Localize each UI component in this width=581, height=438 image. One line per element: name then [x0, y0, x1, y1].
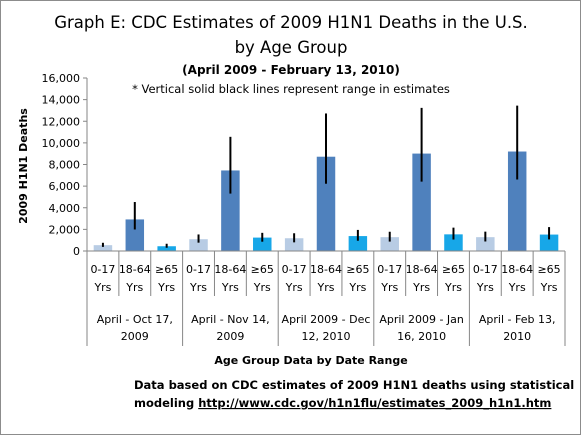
bar [157, 246, 176, 251]
age-group-label: 0-17 [90, 263, 115, 276]
y-tick-label: 4,000 [49, 202, 81, 215]
y-tick-label: 14,000 [42, 94, 81, 107]
age-group-label: Yrs [412, 281, 430, 294]
y-tick-label: 12,000 [42, 115, 81, 128]
age-group-label: Yrs [93, 281, 111, 294]
age-group-label: Yrs [189, 281, 207, 294]
bar [125, 219, 145, 251]
y-axis-title: 2009 H1N1 Deaths [17, 108, 30, 224]
age-group-label: Yrs [157, 281, 175, 294]
age-group-label: 0-17 [186, 263, 211, 276]
age-group-label: Yrs [221, 281, 239, 294]
bar [189, 239, 208, 251]
age-group-label: Yrs [317, 281, 335, 294]
date-range-label: 12, 2010 [302, 330, 351, 343]
bar [539, 234, 559, 251]
bar [93, 245, 113, 251]
age-group-label: Yrs [476, 281, 494, 294]
date-range-label: April - Feb 13, [479, 313, 556, 326]
age-group-label: 18-64 [119, 263, 151, 276]
bar [444, 234, 463, 251]
y-tick-label: 16,000 [42, 72, 81, 85]
age-group-label: Yrs [508, 281, 526, 294]
age-group-label: Yrs [444, 281, 462, 294]
date-range-label: 2009 [216, 330, 244, 343]
date-range-label: 2009 [121, 330, 149, 343]
age-group-label: ≥65 [346, 263, 369, 276]
age-group-label: Yrs [253, 281, 271, 294]
source-note-line2: modeling http://www.cdc.gov/h1n1flu/esti… [134, 396, 551, 411]
chart-note: * Vertical solid black lines represent r… [132, 82, 450, 96]
date-range-label: April 2009 - Dec [282, 313, 371, 326]
x-axis-categories: 0-17 Yrs 18-64 Yrs ≥65 Yrs April - Oct 17, 2009… [86, 251, 566, 346]
date-range-label: 16, 2010 [397, 330, 446, 343]
bar [316, 156, 336, 251]
source-prefix: modeling [134, 396, 198, 410]
y-tick-label: 2,000 [49, 223, 81, 236]
bar [284, 238, 304, 251]
age-group-label: 0-17 [377, 263, 402, 276]
age-group-label: ≥65 [155, 263, 178, 276]
age-group-label: 0-17 [282, 263, 307, 276]
chart-title-line2: by Age Group [235, 38, 348, 57]
chart-title-line1: Graph E: CDC Estimates of 2009 H1N1 Deat… [54, 13, 528, 32]
age-group-label: 0-17 [473, 263, 498, 276]
age-group-label: 18-64 [214, 263, 246, 276]
age-group-label: 18-64 [501, 263, 533, 276]
bar [476, 237, 495, 251]
date-range-label: April - Oct 17, [97, 313, 173, 326]
age-group-label: Yrs [348, 281, 366, 294]
bar [348, 236, 368, 251]
age-group-label: ≥65 [537, 263, 560, 276]
age-group-label: Yrs [125, 281, 143, 294]
y-axis: 0 2,000 4,000 6,000 8,000 10,000 12,000 14,000 1… [42, 72, 88, 258]
y-tick-label: 10,000 [42, 137, 81, 150]
bar [412, 153, 431, 251]
bar [507, 151, 527, 251]
bar [380, 237, 399, 251]
age-group-label: ≥65 [442, 263, 465, 276]
age-group-label: Yrs [285, 281, 303, 294]
y-tick-label: 0 [73, 245, 80, 258]
bar [253, 237, 272, 251]
x-axis-title: Age Group Data by Date Range [214, 354, 407, 367]
source-note-line1: Data based on CDC estimates of 2009 H1N1… [134, 378, 574, 392]
plot-area [87, 105, 565, 252]
age-group-label: Yrs [380, 281, 398, 294]
age-group-label: ≥65 [251, 263, 274, 276]
age-group-label: Yrs [540, 281, 558, 294]
age-group-label: 18-64 [310, 263, 342, 276]
date-range-label: April 2009 - Jan [379, 313, 464, 326]
date-range-label: April - Nov 14, [191, 313, 270, 326]
y-tick-label: 6,000 [49, 180, 81, 193]
date-range-label: 2010 [503, 330, 531, 343]
chart-subtitle: (April 2009 - February 13, 2010) [182, 63, 400, 77]
bar [221, 170, 240, 251]
y-tick-label: 8,000 [49, 159, 81, 172]
source-link[interactable]: http://www.cdc.gov/h1n1flu/estimates_200… [198, 396, 551, 411]
age-group-label: 18-64 [406, 263, 438, 276]
